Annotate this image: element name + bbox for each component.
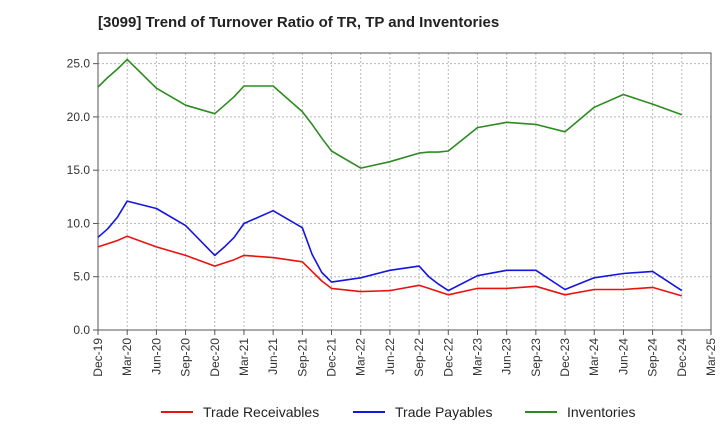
legend-swatch-trade-receivables <box>161 411 193 413</box>
x-tick-label: Sep-20 <box>179 338 193 377</box>
y-tick-label: 10.0 <box>67 216 91 230</box>
x-tick-label: Sep-21 <box>295 338 309 377</box>
x-tick-label: Dec-22 <box>441 338 455 377</box>
x-tick-label: Mar-20 <box>120 338 134 376</box>
x-tick-label: Mar-23 <box>470 338 484 376</box>
y-tick-label: 5.0 <box>73 270 90 284</box>
x-tick-label: Jun-20 <box>149 338 163 375</box>
legend-label-trade-payables: Trade Payables <box>395 404 493 420</box>
x-tick-label: Dec-24 <box>675 338 689 377</box>
x-tick-label: Dec-23 <box>558 338 572 377</box>
x-tick-label: Sep-24 <box>646 338 660 377</box>
x-tick-label: Jun-22 <box>383 338 397 375</box>
legend-label-trade-receivables: Trade Receivables <box>203 404 320 420</box>
x-tick-label: Sep-22 <box>412 338 426 377</box>
x-tick-label: Mar-21 <box>237 338 251 376</box>
legend-item-trade-receivables: Trade Receivables <box>161 404 319 420</box>
plot-frame <box>97 52 712 331</box>
legend-item-trade-payables: Trade Payables <box>353 404 493 420</box>
legend-item-inventories: Inventories <box>525 404 635 420</box>
y-tick-label: 15.0 <box>67 163 91 177</box>
series-line-inventories <box>97 58 683 169</box>
legend-label-inventories: Inventories <box>567 404 636 420</box>
x-tick-label: Mar-22 <box>354 338 368 376</box>
legend-swatch-inventories <box>525 411 557 413</box>
legend: Trade Receivables Trade Payables Invento… <box>0 404 720 426</box>
legend-swatch-trade-payables <box>353 411 385 413</box>
x-tick-label: Dec-20 <box>208 338 222 377</box>
x-tick-label: Sep-23 <box>529 338 543 377</box>
x-tick-label: Jun-21 <box>266 338 280 375</box>
x-tick-label: Jun-23 <box>500 338 514 375</box>
x-tick-label: Mar-25 <box>704 338 718 376</box>
x-tick-label: Dec-19 <box>91 338 105 377</box>
series-line-trade-payables <box>97 200 683 292</box>
chart-title: [3099] Trend of Turnover Ratio of TR, TP… <box>98 14 500 31</box>
y-tick-label: 20.0 <box>67 110 91 124</box>
y-tick-label: 0.0 <box>73 323 90 337</box>
y-tick-label: 25.0 <box>67 57 91 71</box>
x-tick-label: Mar-24 <box>587 338 601 376</box>
series-line-trade-receivables <box>97 235 683 297</box>
x-tick-label: Jun-24 <box>616 338 630 375</box>
x-tick-label: Dec-21 <box>325 338 339 377</box>
